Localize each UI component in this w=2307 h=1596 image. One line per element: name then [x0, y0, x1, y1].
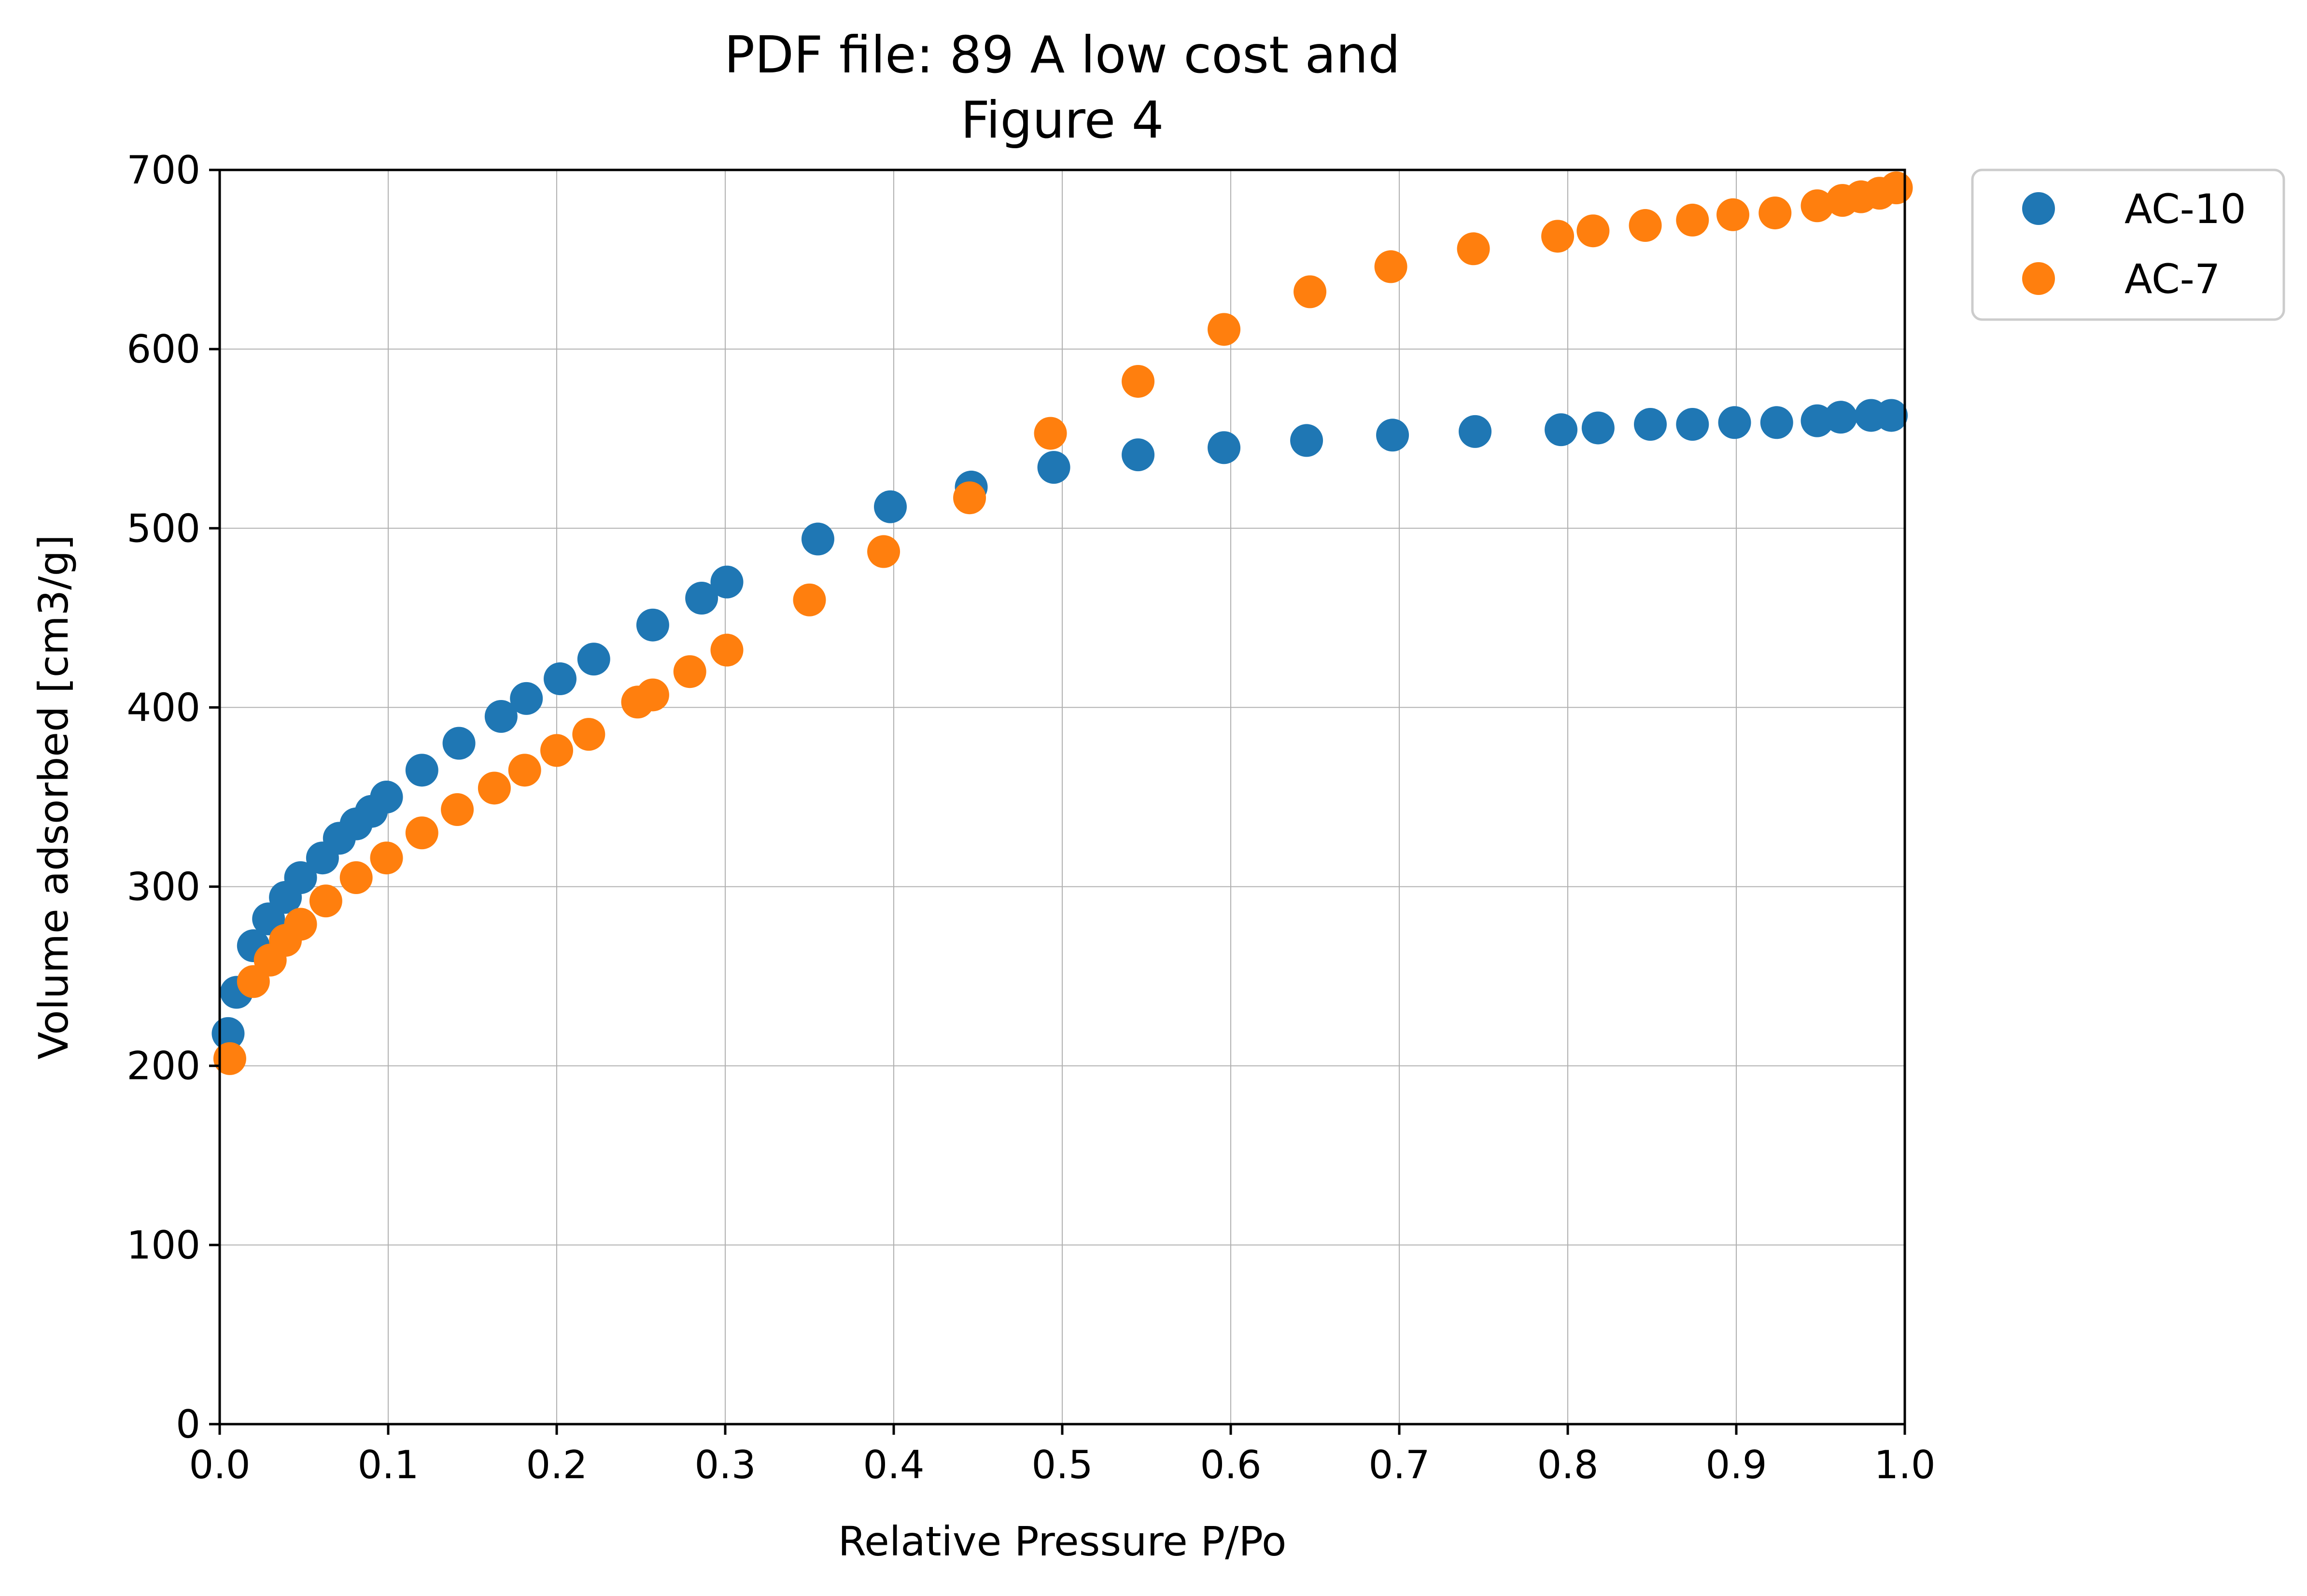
data-point — [1034, 417, 1067, 450]
data-point — [1545, 413, 1578, 447]
x-tick-label: 0.2 — [526, 1442, 587, 1487]
data-point — [510, 682, 543, 715]
data-point — [1294, 275, 1327, 308]
data-point — [284, 861, 317, 895]
data-point — [1758, 196, 1792, 230]
data-point — [801, 522, 834, 556]
data-point — [339, 861, 373, 895]
legend-label: AC-10 — [2124, 185, 2246, 233]
data-point — [1824, 401, 1857, 434]
axis-ticks: 0.0 0.1 0.2 0.3 0.4 0.5 0.6 0.7 0.8 0.9 1.0 0 100 200… — [127, 148, 1935, 1487]
x-tick-label: 0.1 — [357, 1442, 419, 1487]
data-point — [442, 727, 476, 760]
data-point — [1122, 364, 1155, 398]
data-point — [1037, 451, 1070, 484]
data-point — [1634, 408, 1667, 441]
data-point — [540, 734, 573, 767]
data-points — [211, 171, 1913, 1075]
chart-title-line-2: Figure 4 — [961, 91, 1164, 150]
data-point — [1718, 406, 1751, 439]
chart-title-line-1: PDF file: 89 A low cost and — [724, 26, 1400, 84]
data-point — [508, 754, 541, 787]
legend-marker — [2022, 192, 2055, 225]
y-axis-label: Volume adsorbed [cm3/g] — [30, 534, 77, 1059]
data-point — [1676, 203, 1709, 237]
x-tick-label: 0.5 — [1031, 1442, 1093, 1487]
data-point — [370, 781, 403, 813]
data-point — [370, 841, 403, 875]
legend: AC-10 AC-7 — [1971, 168, 2285, 321]
data-point — [441, 793, 474, 826]
data-point — [1629, 209, 1662, 242]
data-point — [874, 490, 907, 523]
data-point — [309, 884, 342, 918]
data-point — [710, 633, 744, 667]
data-point — [867, 535, 900, 568]
data-point — [1457, 232, 1490, 266]
data-point — [1541, 220, 1575, 253]
data-point — [636, 678, 669, 712]
series-ac-10 — [211, 399, 1908, 1050]
x-tick-label: 0.9 — [1705, 1442, 1767, 1487]
data-point — [213, 1042, 246, 1075]
data-point — [636, 608, 669, 642]
x-tick-label: 0.6 — [1200, 1442, 1261, 1487]
data-point — [673, 655, 706, 688]
data-point — [577, 643, 610, 676]
data-point — [685, 582, 718, 615]
data-point — [1576, 214, 1610, 248]
y-tick-label: 400 — [127, 685, 200, 730]
y-tick-label: 500 — [127, 506, 200, 551]
y-tick-label: 0 — [176, 1402, 200, 1447]
legend-marker — [2022, 262, 2055, 295]
data-point — [478, 771, 511, 805]
data-point — [1880, 171, 1913, 205]
y-tick-label: 300 — [127, 865, 200, 910]
data-point — [1376, 419, 1409, 452]
x-tick-label: 0.4 — [863, 1442, 924, 1487]
y-tick-label: 200 — [127, 1044, 200, 1089]
data-point — [1459, 415, 1492, 448]
x-tick-label: 0.8 — [1537, 1442, 1598, 1487]
data-point — [1760, 406, 1793, 439]
y-tick-label: 600 — [127, 327, 200, 372]
legend-label: AC-7 — [2124, 255, 2220, 303]
data-point — [284, 908, 317, 941]
data-point — [1208, 313, 1241, 346]
data-point — [1374, 250, 1407, 283]
y-tick-label: 700 — [127, 148, 200, 193]
x-tick-label: 0.7 — [1368, 1442, 1430, 1487]
data-point — [1801, 189, 1834, 223]
x-tick-label: 1.0 — [1874, 1442, 1935, 1487]
data-point — [405, 816, 438, 850]
data-point — [1122, 438, 1155, 472]
series-ac-7 — [213, 171, 1913, 1075]
data-point — [953, 481, 986, 515]
data-point — [1676, 408, 1709, 441]
plot-area-frame — [218, 168, 1906, 1426]
data-point — [1208, 431, 1241, 464]
data-point — [1290, 424, 1323, 457]
data-point — [405, 754, 438, 787]
data-point — [1716, 198, 1750, 231]
data-point — [710, 565, 744, 599]
data-point — [1581, 411, 1615, 445]
y-tick-label: 100 — [127, 1223, 200, 1268]
x-tick-label: 0.0 — [189, 1442, 250, 1487]
data-point — [1875, 399, 1908, 432]
data-point — [484, 700, 518, 733]
x-axis-label: Relative Pressure P/Po — [838, 1518, 1287, 1565]
data-point — [543, 662, 577, 696]
data-point — [572, 718, 605, 751]
data-point — [793, 583, 826, 616]
x-tick-label: 0.3 — [694, 1442, 756, 1487]
